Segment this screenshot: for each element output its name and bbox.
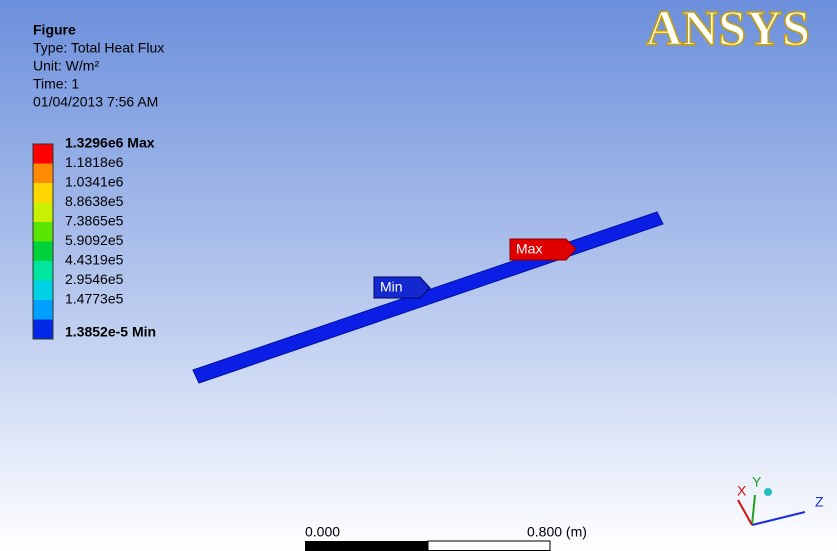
- scale-start: 0.000: [305, 524, 340, 540]
- y-label: Y: [752, 474, 762, 490]
- legend-band: [33, 261, 53, 281]
- legend-band: [33, 281, 53, 301]
- legend-label: 5.9092e5: [65, 232, 124, 248]
- legend-band: [33, 183, 53, 203]
- figure-title: Figure: [33, 22, 76, 38]
- legend-band: [33, 203, 53, 223]
- z-label: Z: [815, 494, 824, 510]
- figure-info: Unit: W/m²: [33, 58, 99, 74]
- legend-label: 1.4773e5: [65, 291, 124, 307]
- legend-band: [33, 222, 53, 242]
- x-label: X: [737, 483, 747, 499]
- legend-label: 8.8638e5: [65, 193, 124, 209]
- legend-band: [33, 164, 53, 184]
- legend-band: [33, 144, 53, 164]
- scale-end: 0.800 (m): [527, 524, 587, 540]
- legend-label: 1.3296e6 Max: [65, 135, 155, 151]
- background: [0, 0, 837, 551]
- legend-band: [33, 300, 53, 320]
- legend-label: 1.3852e-5 Min: [65, 324, 156, 340]
- legend-label: 7.3865e5: [65, 213, 124, 229]
- figure-info: Type: Total Heat Flux: [33, 40, 164, 56]
- legend-band: [33, 242, 53, 262]
- legend-label: 2.9546e5: [65, 271, 124, 287]
- figure-info: Time: 1: [33, 76, 79, 92]
- legend-label: 1.1818e6: [65, 154, 124, 170]
- scale-bar-white: [428, 541, 550, 551]
- legend-band: [33, 320, 53, 340]
- figure-info: 01/04/2013 7:56 AM: [33, 94, 158, 110]
- legend-label: 1.0341e6: [65, 174, 124, 190]
- min-probe-label: Min: [380, 279, 403, 295]
- max-probe-label: Max: [516, 241, 542, 257]
- viewport: Figure Type: Total Heat Flux Unit: W/m² Ti…: [0, 0, 837, 551]
- max-probe: Max: [510, 239, 576, 260]
- scale-bar-black: [305, 541, 428, 551]
- ansys-logo: ANSYS: [646, 0, 810, 55]
- triad-ball: [764, 488, 772, 496]
- legend-label: 4.4319e5: [65, 252, 124, 268]
- min-probe: Min: [374, 277, 430, 298]
